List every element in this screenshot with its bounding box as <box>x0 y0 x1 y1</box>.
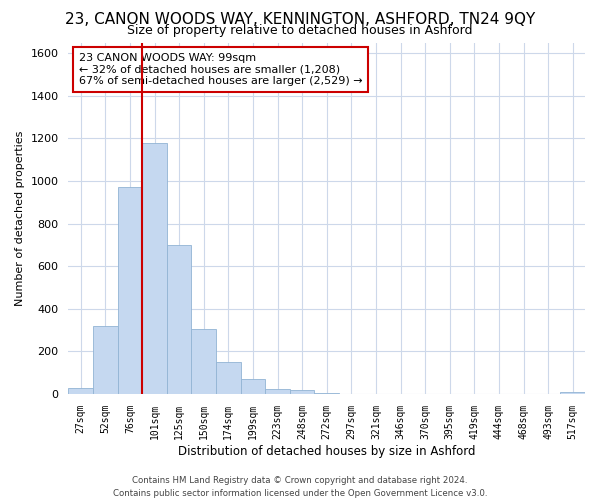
Bar <box>560 392 585 394</box>
Bar <box>167 245 191 394</box>
Text: Contains HM Land Registry data © Crown copyright and database right 2024.
Contai: Contains HM Land Registry data © Crown c… <box>113 476 487 498</box>
Bar <box>68 388 93 394</box>
Bar <box>265 388 290 394</box>
Bar <box>118 188 142 394</box>
Text: 23, CANON WOODS WAY, KENNINGTON, ASHFORD, TN24 9QY: 23, CANON WOODS WAY, KENNINGTON, ASHFORD… <box>65 12 535 28</box>
Bar <box>241 379 265 394</box>
Text: Size of property relative to detached houses in Ashford: Size of property relative to detached ho… <box>127 24 473 37</box>
Text: 23 CANON WOODS WAY: 99sqm
← 32% of detached houses are smaller (1,208)
67% of se: 23 CANON WOODS WAY: 99sqm ← 32% of detac… <box>79 53 362 86</box>
Bar <box>93 326 118 394</box>
Bar <box>191 329 216 394</box>
Bar <box>290 390 314 394</box>
Bar <box>216 362 241 394</box>
Bar <box>314 393 339 394</box>
Bar <box>142 142 167 394</box>
X-axis label: Distribution of detached houses by size in Ashford: Distribution of detached houses by size … <box>178 444 475 458</box>
Y-axis label: Number of detached properties: Number of detached properties <box>15 130 25 306</box>
